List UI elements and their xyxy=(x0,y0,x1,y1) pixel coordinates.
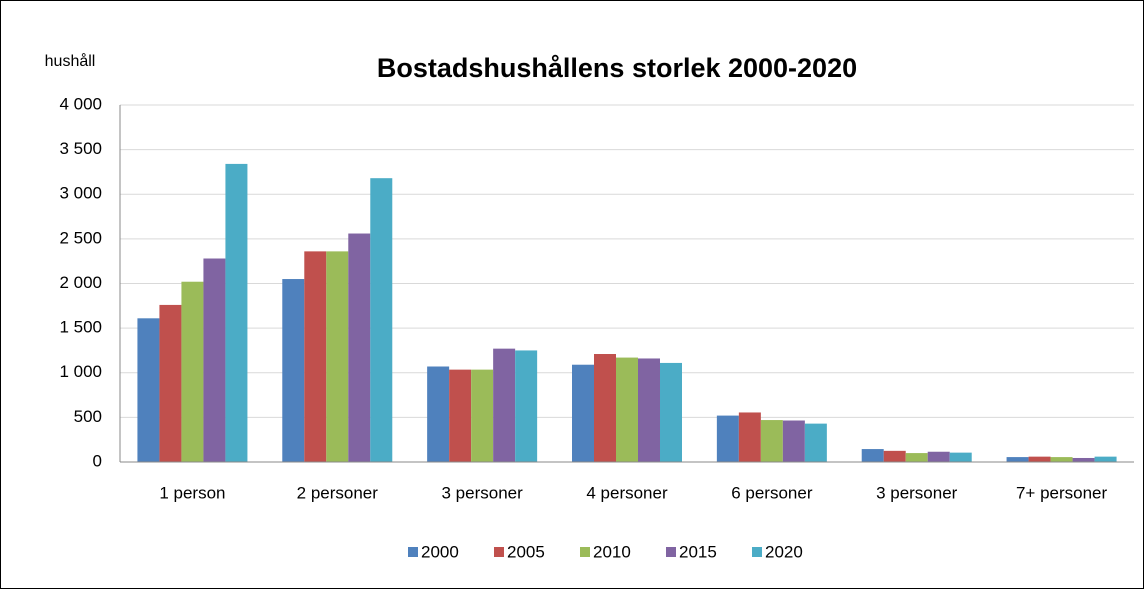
bar xyxy=(883,450,906,462)
legend-label: 2000 xyxy=(421,542,459,561)
bar xyxy=(594,354,616,462)
bar xyxy=(804,423,827,462)
bar xyxy=(159,304,182,462)
bar xyxy=(782,420,805,462)
y-tick-label: 1 000 xyxy=(59,362,102,381)
bar xyxy=(760,420,783,462)
y-tick-label: 4 000 xyxy=(59,94,102,113)
bar xyxy=(1094,456,1117,462)
bar xyxy=(572,364,594,462)
y-axis-label: hushåll xyxy=(45,52,96,70)
chart-title: Bostadshushållens storlek 2000-2020 xyxy=(377,53,857,83)
bar xyxy=(137,318,160,462)
legend-swatch xyxy=(580,547,590,557)
bar xyxy=(927,451,950,462)
y-tick-label: 3 000 xyxy=(59,184,102,203)
bar xyxy=(203,258,226,462)
bar xyxy=(282,279,305,462)
x-tick-label: 7+ personer xyxy=(1016,483,1108,502)
x-tick-label: 2 personer xyxy=(297,483,379,502)
legend-label: 2005 xyxy=(507,542,545,561)
legend-label: 2020 xyxy=(765,542,803,561)
bar xyxy=(1072,457,1095,462)
bar xyxy=(638,358,660,462)
bar xyxy=(616,357,638,462)
y-tick-label: 2 500 xyxy=(59,228,102,247)
x-tick-label: 3 personer xyxy=(876,483,958,502)
bar xyxy=(326,251,349,462)
bar xyxy=(493,348,516,462)
legend-label: 2015 xyxy=(679,542,717,561)
legend-swatch xyxy=(408,547,418,557)
bar xyxy=(1050,457,1073,462)
x-tick-label: 6 personer xyxy=(731,483,813,502)
y-tick-label: 500 xyxy=(74,407,102,426)
bar xyxy=(427,366,450,462)
y-tick-label: 1 500 xyxy=(59,318,102,337)
legend-swatch xyxy=(752,547,762,557)
legend-swatch xyxy=(666,547,676,557)
x-tick-label: 4 personer xyxy=(586,483,668,502)
y-tick-label: 2 000 xyxy=(59,273,102,292)
bar xyxy=(304,251,327,462)
bar xyxy=(1006,457,1029,462)
bar xyxy=(1028,456,1051,462)
bar xyxy=(905,453,928,462)
bar xyxy=(738,412,761,462)
legend-swatch xyxy=(494,547,504,557)
x-tick-label: 3 personer xyxy=(442,483,524,502)
bar xyxy=(370,178,393,462)
bar xyxy=(716,415,739,462)
bar xyxy=(949,452,972,462)
bar xyxy=(471,369,494,462)
bar xyxy=(225,163,248,462)
bar xyxy=(181,281,204,462)
bar xyxy=(861,449,884,462)
bar xyxy=(348,233,371,462)
legend-label: 2010 xyxy=(593,542,631,561)
y-tick-label: 3 500 xyxy=(59,139,102,158)
bar xyxy=(515,350,538,462)
bar xyxy=(660,362,682,462)
x-tick-label: 1 person xyxy=(159,483,225,502)
bar xyxy=(449,369,472,462)
y-tick-label: 0 xyxy=(93,451,102,470)
